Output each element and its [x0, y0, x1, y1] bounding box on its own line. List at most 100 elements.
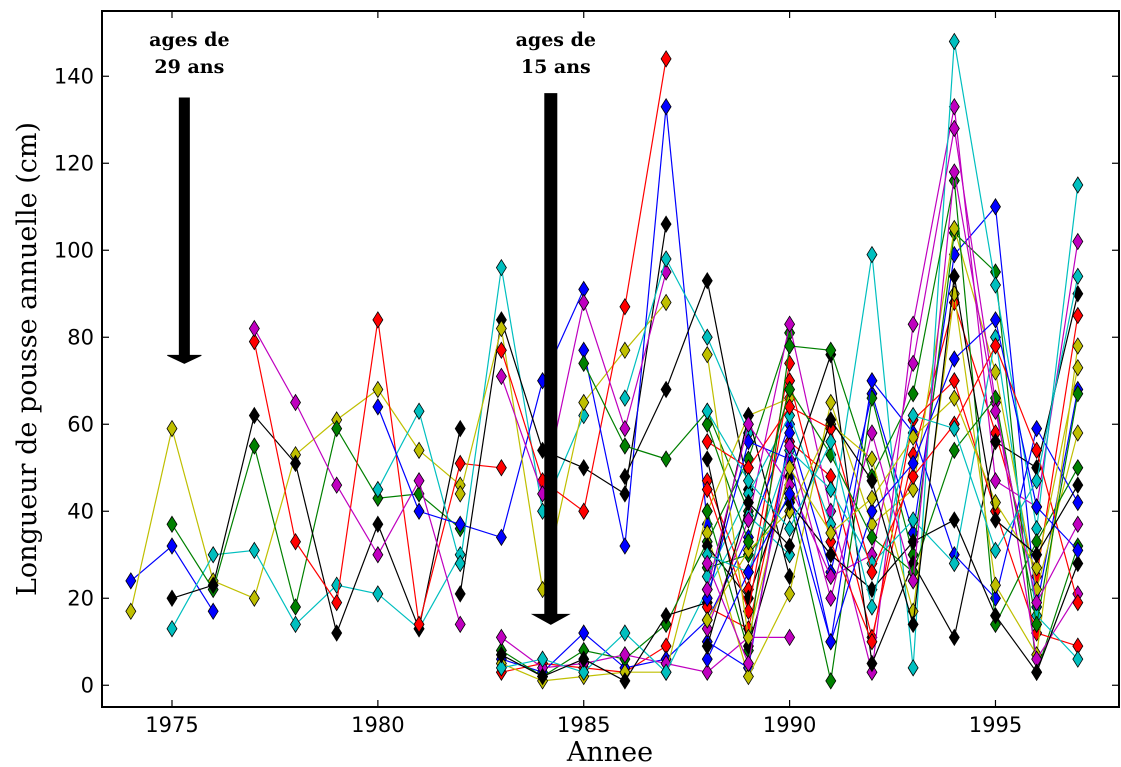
data-point: [578, 663, 590, 681]
data-point: [825, 589, 837, 608]
series-line: [583, 106, 708, 547]
data-point: [1072, 358, 1084, 377]
x-tick-label: 1995: [969, 713, 1022, 737]
y-tick-label: 40: [67, 499, 94, 523]
data-point: [825, 672, 837, 690]
data-point: [701, 402, 713, 420]
y-tick-label: 60: [67, 412, 94, 436]
annotation-1: ages de 15 ans: [516, 29, 596, 625]
data-point: [742, 628, 754, 647]
x-tick-label: 1985: [557, 713, 610, 737]
data-point: [578, 393, 590, 412]
data-point: [742, 415, 754, 434]
data-point: [660, 450, 672, 468]
series-39: [701, 311, 1084, 668]
y-tick-label: 140: [54, 64, 94, 88]
data-point: [660, 606, 672, 625]
data-point: [413, 402, 425, 420]
data-point: [866, 389, 878, 407]
data-point: [578, 650, 590, 668]
data-point: [619, 672, 631, 690]
data-point: [742, 602, 754, 621]
data-point: [866, 245, 878, 264]
data-point: [495, 341, 507, 360]
data-point: [866, 489, 878, 507]
data-point: [1072, 515, 1084, 534]
data-point: [619, 537, 631, 555]
data-point: [1072, 593, 1084, 612]
data-point: [866, 598, 878, 616]
x-tick-label: 1975: [145, 713, 198, 737]
data-point: [701, 345, 713, 364]
data-point: [907, 354, 919, 373]
series-38: [701, 337, 1084, 612]
data-point: [537, 650, 549, 668]
data-point: [784, 485, 796, 503]
data-point: [125, 572, 137, 590]
data-point: [331, 476, 343, 494]
series-line: [706, 180, 1079, 651]
data-point: [619, 389, 631, 407]
series-line: [707, 337, 1079, 660]
data-point: [290, 532, 301, 551]
x-axis-title: Annee: [566, 737, 653, 767]
data-point: [619, 467, 631, 486]
data-point: [825, 545, 837, 564]
x-tick-label: 1990: [763, 713, 816, 737]
data-point: [990, 511, 1001, 529]
data-point: [578, 624, 590, 642]
data-point: [948, 32, 960, 51]
data-point: [207, 602, 219, 621]
data-point: [1072, 476, 1084, 494]
data-point: [907, 532, 919, 551]
data-point: [619, 485, 631, 503]
data-point: [290, 598, 301, 616]
data-point: [948, 163, 960, 181]
data-point: [948, 554, 960, 573]
data-point: [1031, 593, 1043, 612]
series-42: [701, 163, 1084, 673]
data-point: [248, 332, 260, 351]
data-point: [578, 458, 590, 477]
data-point: [248, 406, 260, 425]
series-44: [701, 267, 1084, 655]
data-point: [1072, 458, 1084, 477]
annotation-text: ages de: [516, 29, 596, 51]
series-13: [495, 263, 672, 503]
series-line: [624, 278, 749, 490]
x-tick-label: 1980: [351, 713, 404, 737]
data-point: [372, 545, 384, 564]
series-line: [706, 318, 1079, 660]
data-point: [784, 315, 796, 333]
data-point: [454, 419, 466, 438]
data-point: [660, 97, 672, 116]
data-point: [948, 97, 960, 116]
data-point: [990, 541, 1001, 560]
annotation-layer: ages de 29 ans ages de 15 ans: [149, 29, 596, 625]
data-point: [1072, 541, 1084, 560]
annotation-text: 15 ans: [521, 56, 591, 78]
data-point: [454, 485, 466, 503]
data-point: [701, 650, 713, 668]
annotation-arrow: [167, 97, 202, 364]
data-point: [1031, 498, 1043, 516]
data-point: [701, 502, 713, 521]
data-point: [372, 398, 384, 416]
data-point: [413, 502, 425, 521]
data-point: [701, 580, 713, 599]
data-point: [1072, 176, 1084, 194]
data-point: [166, 537, 178, 555]
series-line: [706, 276, 1079, 647]
data-point: [495, 319, 507, 338]
data-point: [495, 528, 507, 547]
data-point: [990, 576, 1001, 594]
data-point: [742, 654, 754, 673]
data-point: [990, 337, 1001, 355]
series-line: [706, 344, 1079, 603]
data-point: [784, 380, 796, 399]
data-point: [1072, 554, 1084, 573]
data-point: [701, 554, 713, 573]
series-line: [706, 293, 1079, 657]
data-point: [166, 589, 178, 608]
